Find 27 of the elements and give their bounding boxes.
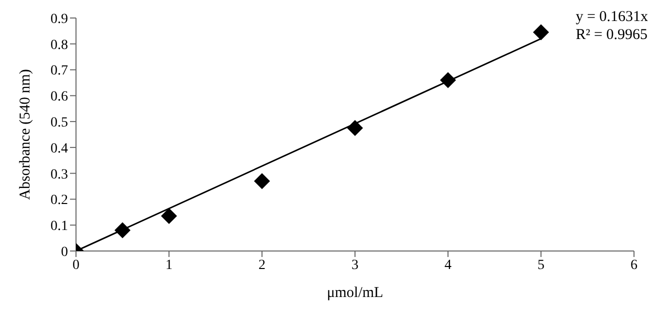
y-tick-label: 0 (61, 244, 68, 260)
point (347, 120, 363, 136)
annotation: y = 0.1631x (576, 8, 648, 26)
x-tick-label: 3 (352, 258, 358, 273)
x-tick-label: 4 (444, 258, 452, 273)
x-tick-label: 1 (166, 258, 172, 273)
x-tick-label: 2 (258, 258, 266, 273)
point (254, 173, 270, 190)
y-tick-label: 0.8 (50, 38, 68, 53)
y-tick-label: 0.5 (50, 116, 68, 131)
y-tick-label: 0.1 (50, 219, 68, 234)
x-tick-label: 6 (630, 258, 638, 273)
annotation: R² = 0.9965 (576, 26, 648, 44)
point (161, 208, 177, 224)
y-tick-label: 0.3 (50, 167, 68, 182)
x-tick-label: 0 (72, 258, 80, 273)
y-tick-label: 0.6 (50, 90, 68, 105)
y-axis-title: Absorbance (540 nm) (17, 69, 34, 200)
y-tick-label: 0.7 (50, 64, 68, 79)
point (440, 72, 456, 88)
point (114, 222, 130, 238)
y-tick-label: 0.4 (50, 141, 68, 156)
y-tick-label: 0.9 (50, 12, 68, 27)
x-axis-title: μmol/mL (326, 285, 384, 301)
y-tick-label: 0.2 (50, 193, 68, 208)
point (533, 24, 549, 40)
x-tick-label: 5 (538, 258, 544, 273)
